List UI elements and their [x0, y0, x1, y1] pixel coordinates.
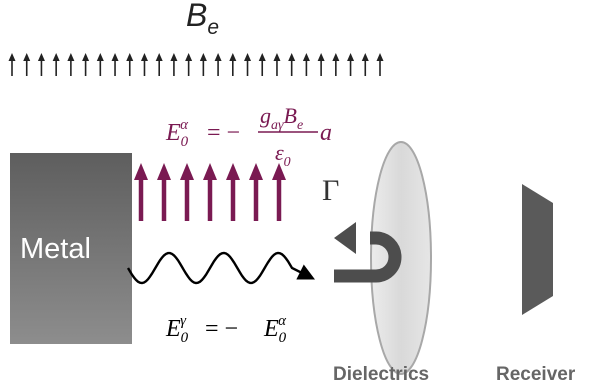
photon-eq-E2-sup: α [278, 313, 287, 329]
axion-eq-g: g [260, 103, 271, 128]
external-field-arrow [52, 53, 60, 76]
external-field-arrow [67, 53, 75, 76]
external-field-arrow [8, 53, 16, 76]
photon-eq-equals: = − [205, 316, 238, 342]
axion-eq-equals: = − [207, 120, 240, 146]
axion-eq-B-sub: e [297, 118, 303, 133]
external-field-arrow [229, 53, 237, 76]
axion-eq-lhs: E0α [165, 117, 189, 150]
axion-eq-eps: ε [275, 140, 284, 165]
axion-field-arrow [203, 163, 217, 221]
axion-eq-B: B [284, 103, 297, 128]
external-field-arrow [111, 53, 119, 76]
receiver-horn [522, 184, 553, 315]
external-field-arrow [82, 53, 90, 76]
axion-eq-numerator: gaγBe [260, 103, 303, 133]
photon-eq-E-sup: γ [180, 313, 187, 329]
external-field-arrow [288, 53, 296, 76]
reflection-arrow [334, 222, 402, 283]
photon-eq-E: E [165, 316, 181, 342]
external-field-subscript: e [207, 16, 219, 39]
axion-field-equation: E0α = − gaγBe ε0 a [165, 103, 332, 170]
reflection-symbol: Γ [322, 174, 339, 207]
external-field-arrow [302, 53, 310, 76]
external-field-arrow [126, 53, 134, 76]
axion-eq-a: a [320, 120, 332, 146]
external-field-arrow [37, 53, 45, 76]
metal-label: Metal [20, 233, 91, 265]
axion-eq-denominator: ε0 [275, 140, 291, 170]
axion-eq-g-sub: aγ [271, 118, 284, 133]
external-field-arrow [23, 53, 31, 76]
external-field-arrows [8, 53, 384, 76]
external-field-arrow [332, 53, 340, 76]
external-field-arrow [96, 53, 104, 76]
emitted-photon-wave [126, 251, 316, 285]
metal-plate [10, 153, 132, 344]
external-field-symbol: B [186, 0, 207, 33]
axion-field-arrow [226, 163, 240, 221]
external-field-arrow [376, 53, 384, 76]
external-field-arrow [258, 53, 266, 76]
axion-field-arrow [272, 163, 286, 221]
photon-eq-E2-sub: 0 [279, 330, 287, 346]
photon-field-equation: E0γ = − E0α [165, 313, 287, 346]
axion-field-arrows [134, 163, 286, 221]
external-field-arrow [317, 53, 325, 76]
external-field-label: Be [186, 0, 219, 39]
axion-field-arrow [180, 163, 194, 221]
external-field-arrow [347, 53, 355, 76]
axion-field-arrow [157, 163, 171, 221]
external-field-arrow [273, 53, 281, 76]
external-field-arrow [140, 53, 148, 76]
external-field-arrow [214, 53, 222, 76]
photon-eq-E2: E [263, 316, 279, 342]
axion-eq-E-sub: 0 [181, 134, 189, 150]
dielectrics-label: Dielectrics [333, 364, 429, 385]
external-field-arrow [244, 53, 252, 76]
external-field-arrow [199, 53, 207, 76]
photon-eq-lhs: E0γ [165, 313, 189, 346]
external-field-arrow [361, 53, 369, 76]
receiver-label: Receiver [496, 364, 576, 385]
external-field-arrow [185, 53, 193, 76]
axion-field-arrow [134, 163, 148, 221]
axion-eq-E: E [165, 120, 181, 146]
axion-eq-eps-sub: 0 [284, 155, 291, 170]
axion-eq-E-sup: α [180, 117, 189, 133]
external-field-arrow [170, 53, 178, 76]
external-field-arrow [155, 53, 163, 76]
axion-field-arrow [249, 163, 263, 221]
photon-eq-rhs: E0α [263, 313, 287, 346]
photon-eq-E-sub: 0 [181, 330, 189, 346]
